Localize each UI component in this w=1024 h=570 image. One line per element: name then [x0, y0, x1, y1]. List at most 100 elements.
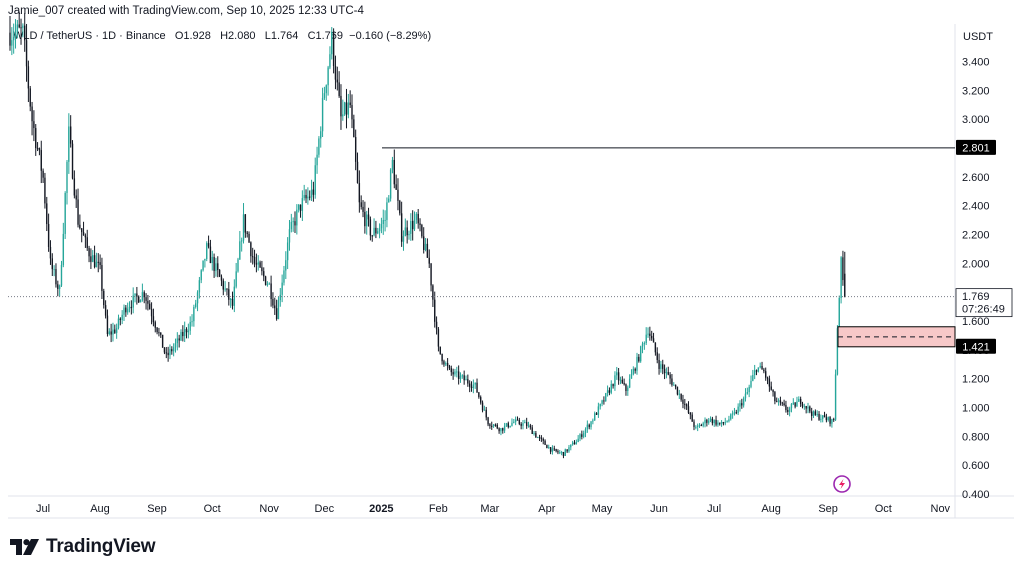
candle-body	[439, 346, 441, 354]
candle-body	[161, 334, 164, 348]
candle-body	[829, 417, 831, 424]
candle-body	[200, 270, 202, 281]
candle-body	[492, 424, 495, 427]
tradingview-brand: TradingView	[46, 536, 156, 557]
candle-body	[805, 405, 807, 409]
candle-body	[673, 384, 675, 386]
candle-body	[696, 425, 699, 427]
candle-body	[503, 425, 506, 431]
candle-body	[678, 393, 680, 395]
candle-body	[799, 398, 802, 404]
candle-body	[233, 286, 236, 306]
candle-body	[518, 419, 521, 424]
candle-body	[369, 219, 372, 236]
candle-body	[338, 82, 340, 96]
candle-body	[329, 54, 331, 68]
candle-body	[737, 406, 739, 414]
candle-body	[160, 332, 162, 335]
support-badge: 1.421	[962, 341, 990, 353]
candle-body	[809, 406, 811, 412]
candle-body	[514, 419, 517, 422]
candle-body	[513, 421, 515, 423]
candle-body	[474, 382, 476, 385]
candle-body	[768, 378, 771, 387]
candle-body	[537, 437, 539, 439]
resistance-badge: 2.801	[962, 142, 990, 154]
candle-body	[395, 184, 397, 190]
candle-body	[246, 232, 248, 234]
candle-body	[288, 229, 291, 243]
candle-body	[75, 195, 77, 200]
candle-body	[744, 393, 747, 399]
price-axis[interactable]: USDT3.4003.2003.0002.8002.6002.4002.2002…	[962, 31, 993, 501]
price-tick-label: 0.800	[962, 431, 990, 443]
candle-body	[842, 257, 844, 281]
candle-body	[623, 382, 625, 385]
candle-body	[717, 422, 719, 425]
candle-body	[836, 328, 839, 375]
candle-body	[803, 405, 806, 407]
candle-body	[632, 368, 635, 375]
candle-body	[55, 269, 57, 285]
symbol-name: WLD / TetherUS · 1D · Binance	[13, 30, 166, 42]
candle-body	[423, 236, 425, 250]
candle-body	[125, 307, 127, 313]
candle-body	[610, 384, 612, 393]
time-axis[interactable]: Jul Aug Sep Oct Nov Dec 2025 Feb Mar Apr May Jun Jul…	[36, 503, 951, 515]
candle-body	[397, 189, 399, 201]
time-tick-label: Sep	[818, 503, 838, 515]
candle-body	[454, 371, 456, 375]
candle-body	[452, 372, 454, 375]
candle-body	[299, 204, 302, 211]
price-tick-label: 2.600	[962, 172, 990, 184]
candle-body	[592, 420, 594, 422]
candle-body	[424, 243, 427, 250]
candle-body	[608, 390, 611, 393]
candle-body	[108, 331, 110, 335]
candle-body	[218, 269, 221, 277]
candle-body	[325, 85, 327, 94]
price-tick-label: 2.000	[962, 258, 990, 270]
candle-body	[616, 372, 618, 376]
candle-body	[834, 374, 837, 420]
candle-body	[595, 413, 598, 415]
candle-body	[90, 256, 92, 262]
candle-body	[796, 401, 798, 407]
candle-body	[614, 375, 616, 387]
candle-body	[18, 24, 20, 28]
candle-body	[579, 434, 581, 439]
candle-body	[709, 418, 712, 421]
candle-body	[187, 330, 190, 333]
candle-body	[51, 258, 53, 270]
candle-body	[437, 329, 440, 347]
candle-body	[60, 264, 63, 286]
candle-body	[182, 331, 184, 337]
candle-body	[652, 338, 655, 343]
candle-body	[695, 426, 697, 428]
candle-body	[388, 198, 390, 203]
candle-body	[231, 298, 234, 306]
candle-body	[47, 223, 50, 247]
candle-body	[822, 415, 824, 419]
candle-body	[110, 331, 112, 335]
last-price-badge: 1.769	[962, 291, 990, 303]
candle-body	[724, 422, 726, 424]
lightning-icon[interactable]	[833, 475, 851, 493]
candle-body	[750, 380, 752, 387]
candle-body	[211, 256, 213, 264]
candle-body	[777, 400, 780, 402]
candle-body	[639, 346, 642, 362]
candle-body	[222, 280, 224, 290]
candle-body	[342, 114, 344, 117]
candle-body	[310, 189, 313, 198]
candle-body	[176, 338, 179, 344]
candle-body	[759, 365, 761, 368]
candle-body	[546, 444, 548, 449]
tradingview-logo[interactable]: TradingView	[10, 536, 156, 558]
candle-body	[408, 233, 410, 236]
candle-body	[31, 106, 33, 122]
candle-body	[481, 402, 484, 411]
candle-body	[779, 400, 782, 403]
